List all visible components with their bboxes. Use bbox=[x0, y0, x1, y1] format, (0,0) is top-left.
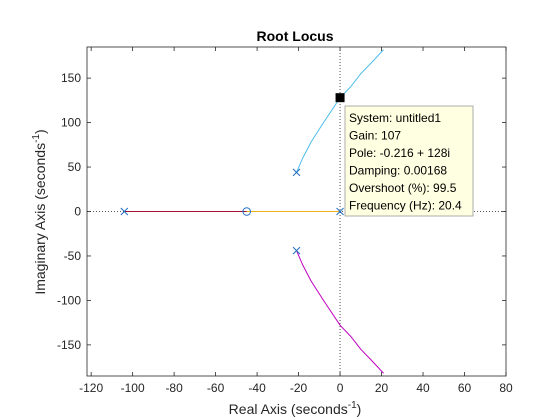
y-axis-label: Imaginary Axis (seconds-1) bbox=[31, 129, 48, 294]
locus-branch-4[interactable] bbox=[296, 250, 384, 374]
x-tick-label: 80 bbox=[499, 381, 513, 395]
pole-marker-2[interactable] bbox=[336, 207, 344, 216]
y-tick-label: 50 bbox=[68, 160, 82, 174]
data-tip[interactable]: System: untitled1 Gain: 107 Pole: -0.216 +… bbox=[344, 105, 474, 217]
pole-marker-3[interactable] bbox=[292, 168, 301, 177]
y-tick-label: -150 bbox=[57, 338, 81, 352]
data-tip-line: Gain: 107 bbox=[349, 129, 401, 143]
y-tick-label: 0 bbox=[74, 205, 81, 219]
y-tick-label: -100 bbox=[57, 293, 81, 307]
x-tick-label: 60 bbox=[458, 381, 472, 395]
data-tip-line: System: untitled1 bbox=[349, 111, 441, 125]
x-tick-label: -40 bbox=[248, 381, 266, 395]
data-tip-line: Damping: 0.00168 bbox=[349, 164, 447, 178]
data-tip-line: Pole: -0.216 + 128i bbox=[349, 146, 450, 160]
zero-marker-1[interactable] bbox=[242, 207, 252, 216]
x-tick-label: -80 bbox=[165, 381, 183, 395]
pole-marker-4[interactable] bbox=[292, 246, 301, 255]
x-tick-label: 0 bbox=[337, 381, 344, 395]
chart-title: Root Locus bbox=[257, 28, 334, 44]
selected-point-marker[interactable] bbox=[335, 93, 345, 103]
y-tick-label: 100 bbox=[61, 116, 81, 130]
x-tick-label: -20 bbox=[290, 381, 308, 395]
y-tick-label: 150 bbox=[61, 71, 81, 85]
x-axis-label: Real Axis (seconds-1) bbox=[229, 400, 362, 417]
x-tick-label: -120 bbox=[79, 381, 103, 395]
x-tick-label: 40 bbox=[416, 381, 430, 395]
pole-marker-1[interactable] bbox=[120, 207, 129, 216]
data-tip-line: Frequency (Hz): 20.4 bbox=[349, 199, 462, 213]
x-tick-label: -60 bbox=[207, 381, 225, 395]
data-tip-line: Overshoot (%): 99.5 bbox=[349, 181, 457, 195]
data-tip-box bbox=[344, 105, 474, 217]
y-tick-label: -50 bbox=[64, 249, 82, 263]
x-tick-label: 20 bbox=[375, 381, 389, 395]
x-tick-label: -100 bbox=[121, 381, 145, 395]
